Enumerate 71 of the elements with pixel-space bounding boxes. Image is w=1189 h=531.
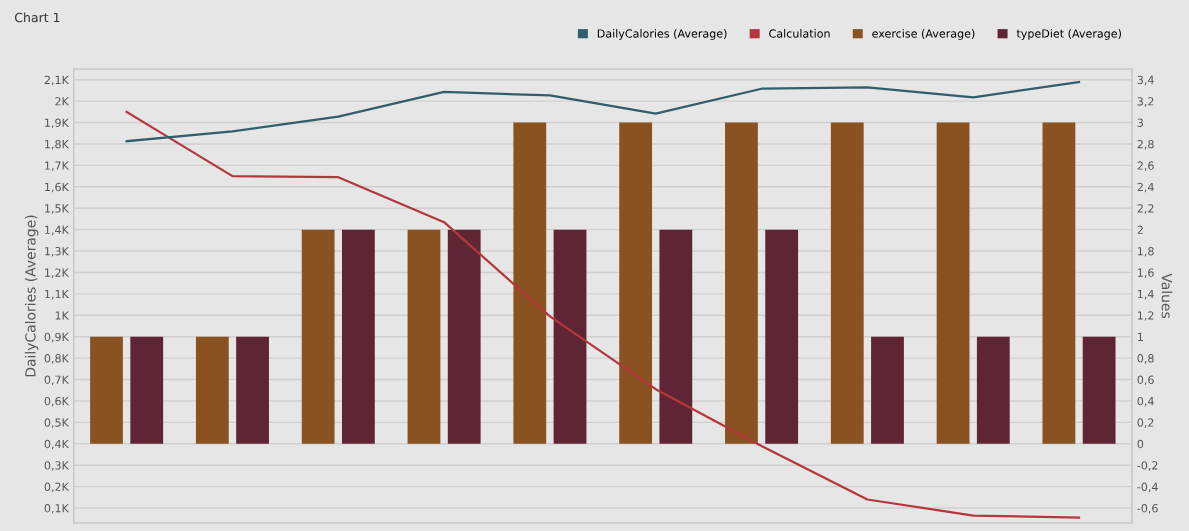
y2-tick-label: 1,8: [1138, 247, 1154, 257]
y2-tick-label: 2,6: [1137, 161, 1154, 171]
y2-tick-label: -0,4: [1137, 482, 1158, 493]
y-tick-label: 1,2K: [45, 268, 70, 278]
y-tick-label: 2,1K: [44, 75, 70, 86]
y2-tick-label: 1: [1138, 332, 1143, 341]
y2-tick-label: 0,8: [1137, 354, 1154, 364]
bar: [553, 229, 587, 444]
bar: [513, 122, 547, 444]
y-tick-label: 1,4K: [45, 225, 70, 236]
y-tick-label: 0,8K: [44, 354, 70, 364]
bar: [301, 229, 335, 444]
y-tick-label: 1,3K: [45, 247, 70, 257]
y2-tick-label: 1,2: [1138, 311, 1154, 321]
bar: [407, 229, 441, 444]
y2-tick-label: 0,4: [1137, 396, 1154, 407]
y2-tick-label: 2: [1137, 225, 1143, 234]
y2-tick-label: 3,4: [1137, 75, 1154, 86]
y-tick-label: 1,7K: [45, 161, 70, 171]
y2-tick-label: 3: [1137, 118, 1143, 127]
y-axis-title: DailyCalories (Average): [24, 215, 39, 377]
y-tick-label: 0,4K: [44, 439, 70, 450]
bar: [976, 336, 1010, 444]
y2-tick-label: 1,6: [1138, 268, 1154, 278]
y-tick-label: 0,7K: [44, 375, 70, 386]
bar: [725, 122, 758, 444]
y-tick-label: 1K: [55, 311, 70, 320]
y2-axis-title: Values: [1161, 273, 1173, 319]
y-tick-label: 1,1K: [45, 290, 70, 300]
bar: [1042, 122, 1076, 444]
y-tick-label: 0,3K: [44, 461, 70, 471]
y2-tick-label: 0: [1137, 439, 1144, 449]
y2-tick-label: 2,8: [1137, 139, 1154, 150]
y-tick-label: 1,5K: [45, 204, 70, 214]
bar: [871, 336, 904, 444]
y-tick-label: 0,6K: [44, 396, 70, 407]
y2-tick-label: 2,4: [1137, 182, 1154, 193]
legend-label: DailyCalories (Average): [597, 29, 727, 40]
y-tick-label: 0,9K: [44, 332, 70, 343]
bar: [830, 122, 864, 444]
chart-title: Chart 1: [14, 12, 60, 23]
y2-tick-label: -0,6: [1137, 504, 1158, 514]
y-tick-label: 0,5K: [44, 418, 70, 428]
y-tick-label: 2K: [55, 97, 70, 106]
y2-tick-label: -0,2: [1137, 461, 1158, 471]
bar: [130, 336, 164, 444]
bar: [195, 336, 229, 444]
y-tick-label: 0,1K: [44, 504, 70, 514]
y2-tick-label: 1,4: [1138, 290, 1154, 300]
line-series: [125, 80, 1081, 143]
y2-tick-label: 2,2: [1137, 204, 1154, 214]
bar: [936, 122, 970, 444]
bar: [659, 229, 693, 444]
bar: [90, 336, 123, 444]
bar: [341, 229, 375, 444]
y-tick-label: 0,2K: [44, 482, 70, 493]
y-tick-label: 1,6K: [45, 182, 70, 193]
bar: [1082, 336, 1116, 444]
y2-tick-label: 0,6: [1137, 375, 1154, 386]
y2-tick-label: 0,2: [1137, 418, 1154, 428]
bar: [619, 122, 653, 444]
bar: [236, 336, 269, 444]
bar: [447, 229, 481, 444]
legend-label: typeDiet (Average): [1016, 29, 1121, 40]
y-tick-label: 1,8K: [45, 139, 70, 150]
bar: [765, 229, 799, 444]
legend-label: Calculation: [769, 29, 830, 38]
line-series: [125, 110, 1081, 519]
y-tick-label: 1,9K: [45, 118, 70, 129]
y2-tick-label: 3,2: [1137, 97, 1154, 107]
legend-label: exercise (Average): [872, 29, 975, 40]
